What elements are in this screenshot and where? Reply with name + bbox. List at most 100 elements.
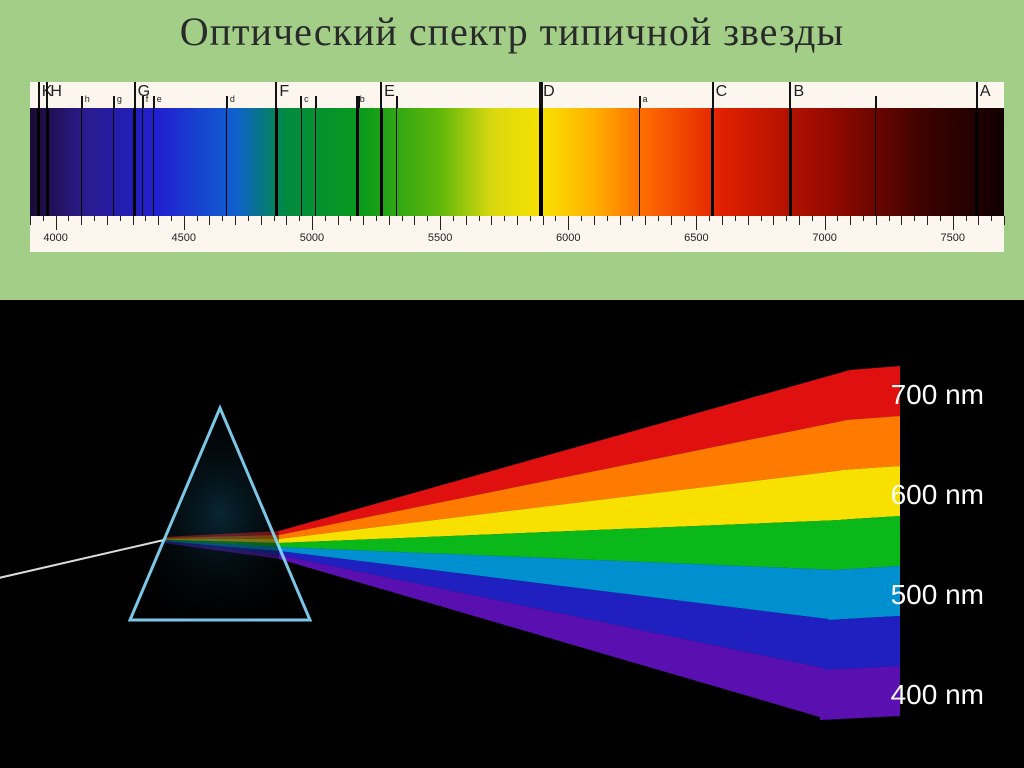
fraunhofer-tick — [976, 82, 978, 108]
wavelength-scale: 40004500500055006000650070007500 — [30, 216, 1004, 252]
scale-tick — [684, 216, 685, 221]
scale-tick — [735, 216, 736, 221]
scale-tick — [402, 216, 403, 221]
screen-band — [820, 666, 900, 720]
scale-tick — [863, 216, 864, 221]
prism-svg — [0, 300, 1024, 768]
fraunhofer-tick — [275, 82, 277, 108]
scale-tick — [594, 216, 595, 225]
fraunhofer-label: D — [543, 83, 555, 101]
scale-tick — [56, 216, 57, 230]
screen-band — [829, 566, 900, 620]
top-panel: Оптический спектр типичной звезды KHhgGf… — [0, 0, 1024, 300]
scale-label: 4500 — [172, 232, 196, 244]
fraunhofer-tick — [113, 96, 115, 108]
scale-tick — [81, 216, 82, 225]
fraunhofer-tick — [134, 82, 136, 108]
scale-tick — [491, 216, 492, 225]
scale-tick — [350, 216, 351, 221]
scale-tick — [312, 216, 313, 230]
scale-tick — [530, 216, 531, 221]
fraunhofer-tick — [153, 96, 155, 108]
scale-tick — [171, 216, 172, 221]
scale-tick — [107, 216, 108, 225]
page-title: Оптический спектр типичной звезды — [0, 0, 1024, 61]
absorption-line — [275, 108, 278, 216]
absorption-line — [142, 108, 143, 216]
scale-tick — [876, 216, 877, 225]
fraunhofer-tick — [712, 82, 714, 108]
scale-tick — [978, 216, 979, 225]
screen-band — [824, 616, 900, 670]
scale-tick — [466, 216, 467, 225]
scale-tick — [453, 216, 454, 221]
scale-tick — [389, 216, 390, 225]
spectrum-band — [30, 108, 1004, 216]
scale-tick — [209, 216, 210, 225]
scale-tick — [68, 216, 69, 221]
scale-tick — [555, 216, 556, 221]
scale-label: 5500 — [428, 232, 452, 244]
fraunhofer-tick — [226, 96, 228, 108]
fraunhofer-tick — [789, 82, 791, 108]
scale-label: 6000 — [556, 232, 580, 244]
fraunhofer-label: C — [716, 83, 728, 101]
absorption-line — [358, 108, 359, 216]
absorption-line — [46, 108, 49, 216]
scale-tick — [658, 216, 659, 221]
absorption-line — [711, 108, 714, 216]
scale-tick — [581, 216, 582, 221]
scale-tick — [43, 216, 44, 221]
scale-tick — [30, 216, 31, 225]
scale-tick — [940, 216, 941, 221]
scale-tick — [799, 216, 800, 225]
scale-tick — [1004, 216, 1005, 225]
scale-tick — [620, 216, 621, 225]
scale-tick — [427, 216, 428, 221]
absorption-line — [540, 108, 543, 216]
fraunhofer-label: c — [304, 94, 309, 104]
fraunhofer-tick — [875, 96, 877, 108]
scale-tick — [325, 216, 326, 221]
fraunhofer-label: B — [793, 83, 804, 101]
scale-tick — [837, 216, 838, 221]
scale-tick — [184, 216, 185, 230]
absorption-line — [37, 108, 40, 216]
fraunhofer-tick — [81, 96, 83, 108]
scale-tick — [748, 216, 749, 225]
prism-diagram: 700 nm600 nm500 nm400 nm — [0, 300, 1024, 768]
scale-tick — [94, 216, 95, 221]
fraunhofer-label: E — [384, 83, 395, 101]
scale-tick — [145, 216, 146, 221]
screen-band — [833, 516, 900, 570]
scale-tick — [197, 216, 198, 221]
scale-tick — [927, 216, 928, 225]
fraunhofer-tick — [315, 96, 317, 108]
absorption-line — [301, 108, 302, 216]
fraunhofer-tick — [300, 96, 302, 108]
absorption-line — [133, 108, 136, 216]
scale-tick — [235, 216, 236, 225]
wavelength-label: 700 nm — [891, 379, 984, 411]
scale-tick — [901, 216, 902, 225]
scale-tick — [248, 216, 249, 221]
scale-tick — [607, 216, 608, 221]
scale-tick — [645, 216, 646, 225]
absorption-line — [81, 108, 82, 216]
wavelength-label: 600 nm — [891, 479, 984, 511]
fraunhofer-tick — [46, 82, 48, 108]
scale-label: 7000 — [812, 232, 836, 244]
stellar-spectrum: KHhgGfedFcbEDaCBA 4000450050005500600065… — [30, 82, 1004, 252]
scale-tick — [299, 216, 300, 221]
scale-tick — [696, 216, 697, 230]
wavelength-label: 500 nm — [891, 579, 984, 611]
scale-tick — [761, 216, 762, 221]
scale-tick — [671, 216, 672, 225]
scale-label: 5000 — [300, 232, 324, 244]
scale-tick — [376, 216, 377, 221]
fraunhofer-label: e — [157, 94, 162, 104]
fraunhofer-tick — [380, 82, 382, 108]
scale-tick — [479, 216, 480, 221]
absorption-line — [789, 108, 792, 216]
fraunhofer-label: h — [85, 94, 90, 104]
